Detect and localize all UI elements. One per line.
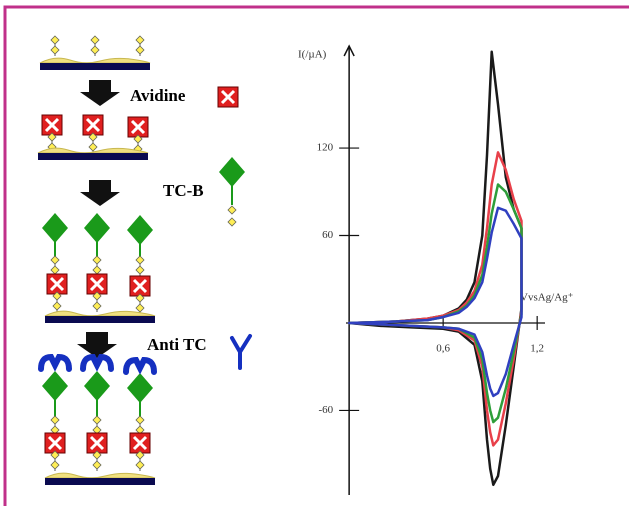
figure: Avidine TC-B Anti TC I(/µA) VvsAg/Ag⁺ 12… — [0, 0, 629, 507]
step-label: TC-B — [163, 181, 204, 200]
y-tick-label: 120 — [317, 142, 334, 154]
x-axis-label: VvsAg/Ag⁺ — [520, 292, 574, 304]
y-axis-label: I(/µA) — [298, 49, 327, 61]
step-label: Anti TC — [147, 335, 207, 354]
cv-curve — [349, 208, 521, 396]
step-label: Avidine — [130, 86, 186, 105]
y-tick-label: 60 — [322, 229, 334, 241]
y-tick-label: -60 — [318, 404, 333, 416]
x-tick-label: 0,6 — [436, 343, 450, 355]
voltammogram: I(/µA) VvsAg/Ag⁺ 120 60 -60 0,6 1,2 — [298, 46, 574, 495]
x-tick-label: 1,2 — [530, 343, 544, 355]
